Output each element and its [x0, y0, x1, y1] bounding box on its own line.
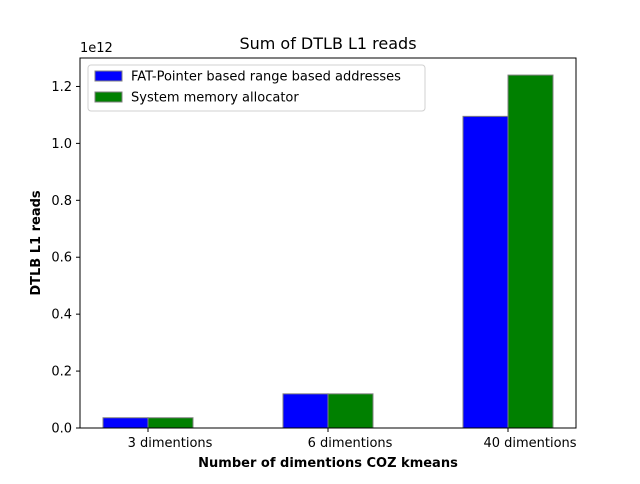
bars-layer [102, 74, 554, 429]
y-axis-label: DTLB L1 reads [29, 190, 44, 296]
y-tick-label: 0.2 [51, 365, 72, 380]
x-axis-label: Number of dimentions COZ kmeans [198, 456, 458, 471]
y-tick-label: 1.0 [51, 137, 72, 152]
ticks-layer: 0.0 0.2 0.4 0.6 0.8 1.0 1.2 3 dimentions 6 dimen… [51, 80, 576, 451]
y-tick-label: 0.4 [51, 308, 72, 323]
bar-system-allocator-0 [147, 417, 194, 429]
bar-system-allocator-1 [327, 393, 374, 429]
chart-title: Sum of DTLB L1 reads [239, 34, 416, 53]
legend-label-0: FAT-Pointer based range based addresses [131, 70, 401, 85]
legend-frame [87, 64, 426, 112]
y-axis-offset-text: 1e12 [80, 41, 113, 56]
legend-swatch-0 [94, 70, 123, 82]
x-tick-label: 6 dimentions [308, 436, 393, 451]
legend: FAT-Pointer based range based addresses S… [87, 64, 426, 112]
bar-fat-pointer-2 [462, 115, 509, 429]
plot-frame [79, 57, 577, 429]
x-tick-label: 40 dimentions [483, 436, 576, 451]
bar-fat-pointer-0 [102, 417, 149, 429]
bar-system-allocator-2 [507, 74, 554, 429]
legend-swatch-1 [94, 91, 123, 103]
y-tick-label: 0.6 [51, 251, 72, 266]
y-tick-label: 0.0 [51, 422, 72, 437]
y-tick-label: 1.2 [51, 80, 72, 95]
x-tick-label: 3 dimentions [128, 436, 213, 451]
y-tick-label: 0.8 [51, 194, 72, 209]
bar-fat-pointer-1 [282, 393, 329, 429]
legend-label-1: System memory allocator [131, 91, 299, 106]
